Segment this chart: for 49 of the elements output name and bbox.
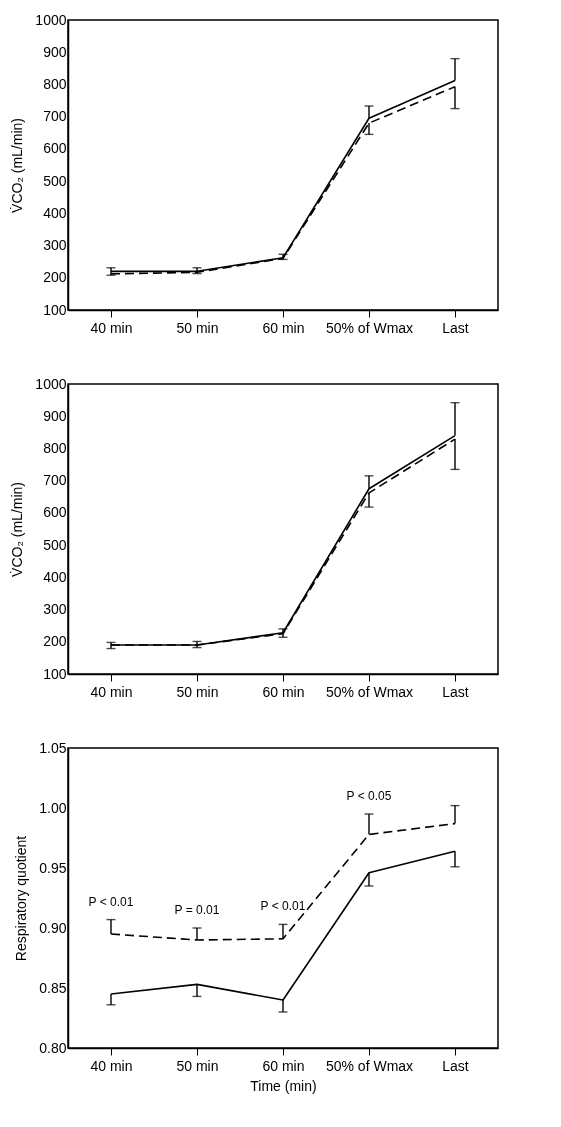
y-tick-label: 100 <box>43 301 67 318</box>
y-tick-label: 0.95 <box>39 859 67 876</box>
y-tick-label: 300 <box>43 237 67 254</box>
y-tick-label: 1000 <box>35 11 67 28</box>
x-tick-label: Last <box>442 319 469 336</box>
annotation: P = 0.01 <box>174 903 220 917</box>
y-tick-label: 700 <box>43 472 67 489</box>
annotation: P < 0.05 <box>346 789 392 803</box>
y-tick-label: 500 <box>43 172 67 189</box>
y-tick-label: 600 <box>43 140 67 157</box>
y-tick-label: 200 <box>43 633 67 650</box>
x-tick-label: 50% of Wmax <box>325 319 414 336</box>
x-tick-label: Last <box>442 683 469 700</box>
y-tick-label: 500 <box>43 536 67 553</box>
y-tick-label: 700 <box>43 108 67 125</box>
y-tick-label: 800 <box>43 439 67 456</box>
x-tick-label: Last <box>442 1057 469 1074</box>
x-tick-label: 60 min <box>262 1057 305 1074</box>
y-tick-label: 1000 <box>35 375 67 392</box>
x-tick-label: 40 min <box>90 683 133 700</box>
annotation: P < 0.01 <box>88 894 134 909</box>
x-tick-label: 50 min <box>176 1057 219 1074</box>
x-tick-label: 50 min <box>176 319 219 336</box>
y-tick-label: 0.80 <box>39 1039 67 1056</box>
y-tick-label: 400 <box>43 204 67 221</box>
y-tick-label: 300 <box>43 601 67 618</box>
y-tick-label: 1.05 <box>39 739 67 756</box>
x-tick-label: 60 min <box>262 319 305 336</box>
y-axis-title: Respiratory quotient <box>13 835 30 962</box>
y-tick-label: 0.85 <box>39 979 67 996</box>
y-axis-title: V̇CO₂ (mL/min) <box>9 118 26 213</box>
y-tick-label: 800 <box>43 75 67 92</box>
y-tick-label: 900 <box>43 407 67 424</box>
x-tick-label: 40 min <box>90 319 133 336</box>
y-tick-label: 1.00 <box>39 799 67 816</box>
x-tick-label: 50 min <box>176 683 219 700</box>
y-tick-label: 200 <box>43 269 67 286</box>
annotation: P < 0.01 <box>260 899 306 914</box>
x-tick-label: 40 min <box>90 1057 133 1074</box>
x-tick-label: 50% of Wmax <box>325 1057 414 1074</box>
x-axis-title: Time (min) <box>250 1077 317 1094</box>
y-tick-label: 0.90 <box>39 919 67 936</box>
y-tick-label: 600 <box>43 504 67 521</box>
x-tick-label: 50% of Wmax <box>325 683 414 700</box>
y-tick-label: 400 <box>43 568 67 585</box>
x-tick-label: 60 min <box>262 683 305 700</box>
y-tick-label: 900 <box>43 43 67 60</box>
y-axis-title: V̇CO₂ (mL/min) <box>9 482 26 577</box>
y-tick-label: 100 <box>43 665 67 682</box>
